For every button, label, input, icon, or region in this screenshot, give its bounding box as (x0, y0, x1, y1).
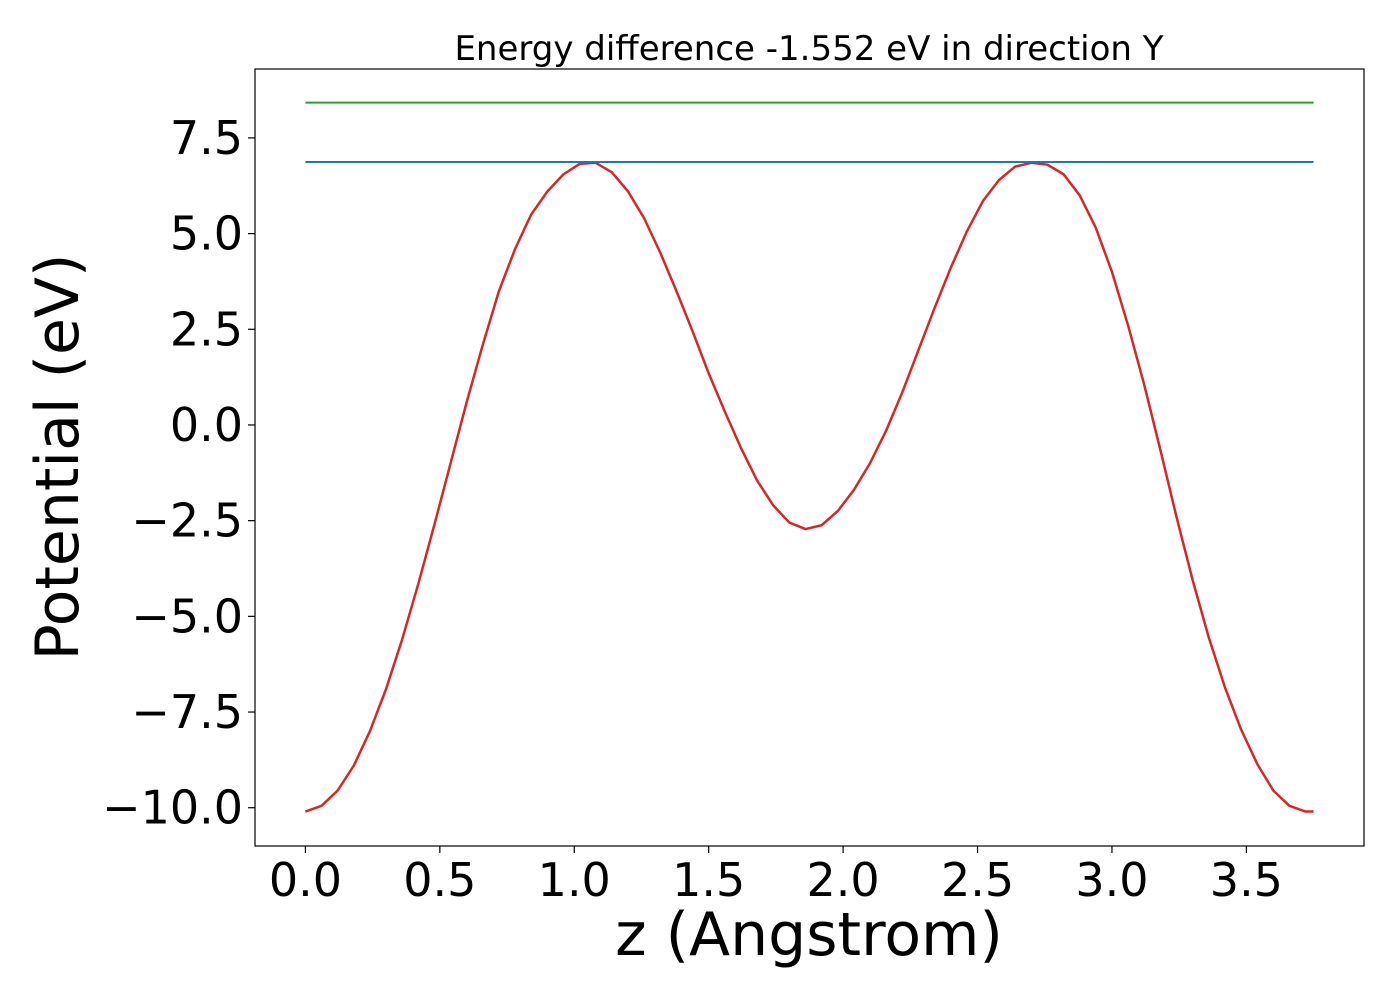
y-tick-label: 0.0 (170, 398, 243, 452)
x-tick-label: 2.5 (941, 853, 1014, 907)
x-axis-label: z (Angstrom) (615, 900, 1003, 970)
y-tick-label: −7.5 (131, 685, 243, 739)
y-tick-label: −5.0 (131, 589, 243, 643)
plot-area (254, 68, 1365, 847)
y-axis-label: Potential (eV) (23, 254, 93, 661)
series-line-1 (304, 161, 1314, 813)
x-tick-label: 3.5 (1210, 853, 1283, 907)
x-tick-label: 2.0 (807, 853, 880, 907)
y-tick-label: 2.5 (170, 302, 243, 356)
x-tick-label: 1.0 (538, 853, 611, 907)
chart-title: Energy difference -1.552 eV in direction… (454, 29, 1163, 69)
x-tick-label: 1.5 (672, 853, 745, 907)
x-tick-label: 0.0 (269, 853, 342, 907)
y-tick-label: 7.5 (170, 111, 243, 165)
y-axis-ticks: 7.5 5.0 2.5 0.0 −2.5 −5.0 −7.5 −10.0 (102, 111, 255, 835)
y-tick-label: 5.0 (170, 207, 243, 261)
y-tick-label: −2.5 (131, 494, 243, 548)
plot-frame (254, 68, 1365, 847)
x-tick-label: 0.5 (403, 853, 476, 907)
x-tick-label: 3.0 (1075, 853, 1148, 907)
y-tick-label: −10.0 (102, 781, 243, 835)
x-axis-ticks: 0.0 0.5 1.0 1.5 2.0 2.5 3.0 3.5 (269, 846, 1283, 907)
